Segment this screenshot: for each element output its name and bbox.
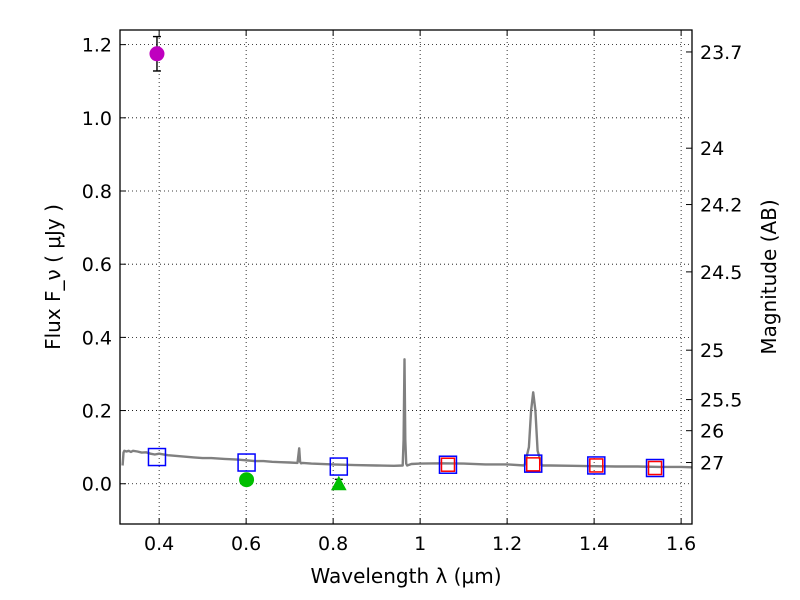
spectrum-line <box>121 358 693 469</box>
observed-square-point <box>647 460 663 476</box>
right-tick-label: 27 <box>700 453 724 475</box>
series-layer <box>121 35 693 491</box>
y-tick-label: 1.2 <box>82 35 112 57</box>
right-tick-label: 24.2 <box>700 195 742 217</box>
right-tick-label: 25 <box>700 340 724 362</box>
model-square-point <box>147 447 167 467</box>
axis-ticks: 0.4 0.6 0.8 1 1.2 1.4 1.6 0.0 0.2 0.4 0.6 0.8 1.0 1.2… <box>82 30 742 555</box>
x-tick-label: 0.8 <box>318 533 348 555</box>
model-square-point <box>329 457 349 476</box>
right-tick-label: 24.5 <box>700 262 742 284</box>
model-square-point <box>645 458 665 478</box>
model-square-point <box>237 453 256 472</box>
y-tick-label: 1.0 <box>82 108 112 130</box>
right-tick-label: 24 <box>700 138 724 160</box>
y-axis-title: Flux F_ν ( μJy ) <box>41 204 65 350</box>
observed-square-point <box>440 457 456 472</box>
data-point-circle <box>239 472 255 488</box>
x-tick-label: 0.4 <box>144 533 174 555</box>
x-tick-label: 1 <box>414 533 426 555</box>
right-tick-label: 26 <box>700 421 724 443</box>
data-point-triangle <box>330 475 347 491</box>
right-tick-label: 25.5 <box>700 390 742 412</box>
plot-frame <box>119 29 693 525</box>
y-tick-label: 0.0 <box>82 474 112 496</box>
data-point-circle <box>149 46 165 62</box>
model-square-point <box>438 455 458 474</box>
y-tick-label: 0.2 <box>82 401 112 423</box>
x-axis-title: Wavelength λ (μm) <box>310 564 501 588</box>
observed-square-point <box>589 458 604 473</box>
grid-lines <box>120 30 692 524</box>
x-tick-label: 0.6 <box>231 533 261 555</box>
y-tick-label: 0.4 <box>82 327 112 349</box>
y-tick-label: 0.6 <box>82 254 112 276</box>
x-tick-label: 1.2 <box>492 533 522 555</box>
x-tick-label: 1.6 <box>666 533 696 555</box>
observed-square-point <box>525 457 541 472</box>
model-square-point <box>587 456 606 475</box>
x-tick-label: 1.4 <box>579 533 609 555</box>
y-tick-label: 0.8 <box>82 181 112 203</box>
right-axis-title: Magnitude (AB) <box>757 199 781 354</box>
model-square-point <box>523 454 543 473</box>
right-tick-label: 23.7 <box>700 42 742 64</box>
